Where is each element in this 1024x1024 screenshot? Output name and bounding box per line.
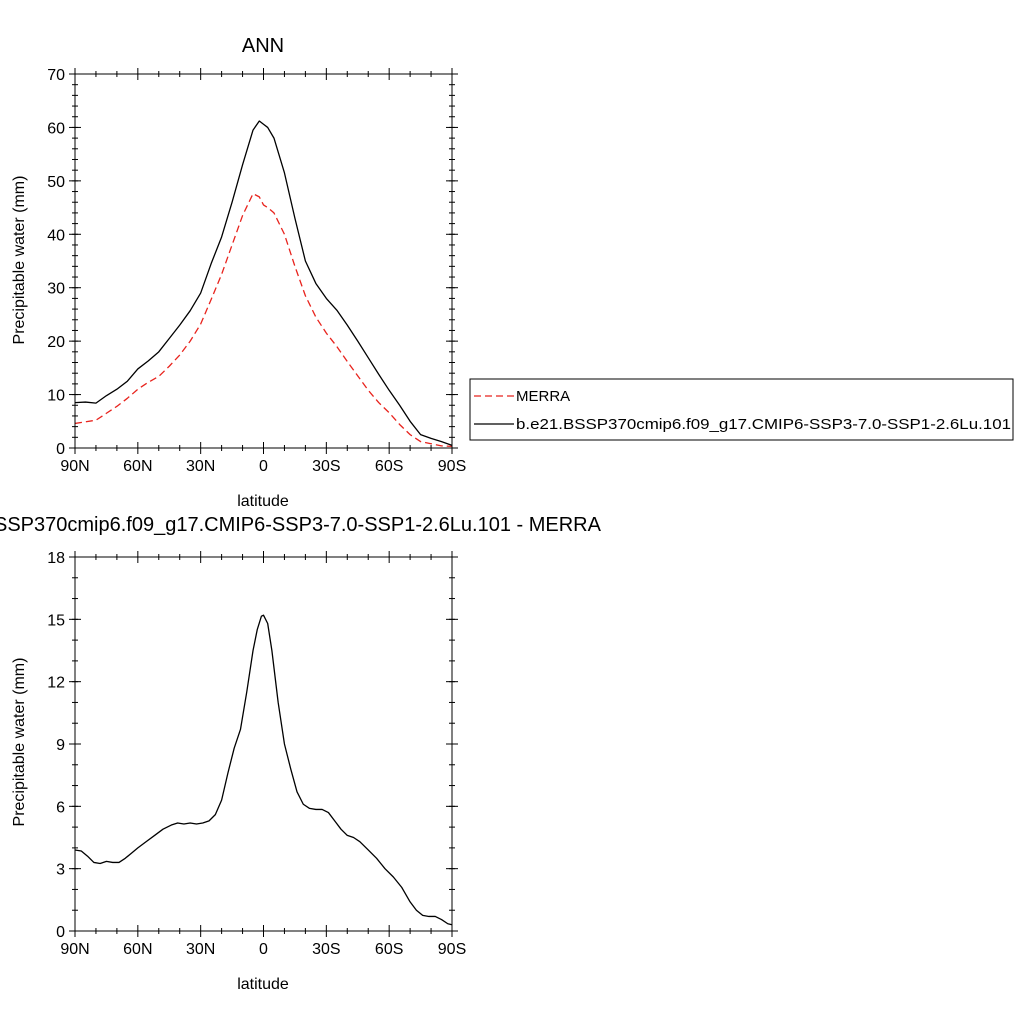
legend: MERRA b.e21.BSSP370cmip6.f09_g17.CMIP6-S…: [469, 378, 1014, 441]
bottom-plot-frame: [74, 556, 453, 932]
y-tick-label-0-5: 50: [47, 174, 65, 191]
y-tick-label-1-6: 18: [47, 550, 65, 567]
x-tick-label-1-6: 90S: [438, 941, 466, 958]
y-tick-label-0-7: 70: [47, 67, 65, 84]
bottom-chart-title: b.e21.BSSP370cmip6.f09_g17.CMIP6-SSP3-7.…: [0, 514, 602, 536]
model-series-line-0: [74, 120, 453, 446]
top-plot-frame: [74, 73, 453, 449]
x-tick-label-1-1: 60N: [123, 941, 152, 958]
legend-label-model: b.e21.BSSP370cmip6.f09_g17.CMIP6-SSP3-7.…: [516, 416, 1011, 433]
y-tick-label-1-0: 0: [56, 924, 65, 941]
legend-label-merra: MERRA: [516, 388, 570, 405]
x-tick-label-0-5: 60S: [375, 458, 403, 475]
y-tick-label-1-1: 3: [56, 862, 65, 879]
y-tick-label-1-4: 12: [47, 675, 65, 692]
x-tick-label-0-0: 90N: [60, 458, 89, 475]
y-tick-label-1-3: 9: [56, 737, 65, 754]
merra-series-line-0: [74, 193, 453, 448]
x-tick-label-0-4: 30S: [312, 458, 340, 475]
y-tick-label-0-1: 10: [47, 388, 65, 405]
x-tick-label-1-0: 90N: [60, 941, 89, 958]
top-chart-title: ANN: [242, 35, 284, 57]
x-tick-label-1-4: 30S: [312, 941, 340, 958]
x-tick-label-0-1: 60N: [123, 458, 152, 475]
x-tick-label-1-5: 60S: [375, 941, 403, 958]
y-tick-label-1-2: 6: [56, 799, 65, 816]
y-tick-label-0-0: 0: [56, 441, 65, 458]
x-tick-label-0-6: 90S: [438, 458, 466, 475]
bottom-y-axis-title: Precipitable water (mm): [11, 658, 28, 827]
bottom-series-lines: [74, 614, 453, 926]
bottom-x-axis-title: latitude: [237, 976, 289, 993]
top-ticks: 90N 60N 30N 0 30S 60S 90S 0 10 20 30 40 50 60 70: [47, 67, 466, 475]
y-tick-label-1-5: 15: [47, 612, 65, 629]
x-tick-label-1-2: 30N: [186, 941, 215, 958]
y-tick-label-0-4: 40: [47, 227, 65, 244]
bottom-ticks: 90N 60N 30N 0 30S 60S 90S 0 3 6 9 12 15 18: [47, 550, 466, 958]
y-tick-label-0-3: 30: [47, 281, 65, 298]
annual-mean-panel: ANN Precipitable water (mm) latitude 90N…: [11, 35, 466, 510]
x-tick-label-0-2: 30N: [186, 458, 215, 475]
x-tick-label-0-3: 0: [259, 458, 268, 475]
x-tick-label-1-3: 0: [259, 941, 268, 958]
y-tick-label-0-6: 60: [47, 120, 65, 137]
top-y-axis-title: Precipitable water (mm): [11, 176, 28, 345]
top-x-axis-title: latitude: [237, 493, 289, 510]
difference-panel: b.e21.BSSP370cmip6.f09_g17.CMIP6-SSP3-7.…: [0, 514, 602, 993]
top-series-lines: [74, 120, 453, 448]
legend-box: [469, 378, 1014, 441]
y-tick-label-0-2: 20: [47, 334, 65, 351]
model-series-line-1: [74, 614, 453, 926]
